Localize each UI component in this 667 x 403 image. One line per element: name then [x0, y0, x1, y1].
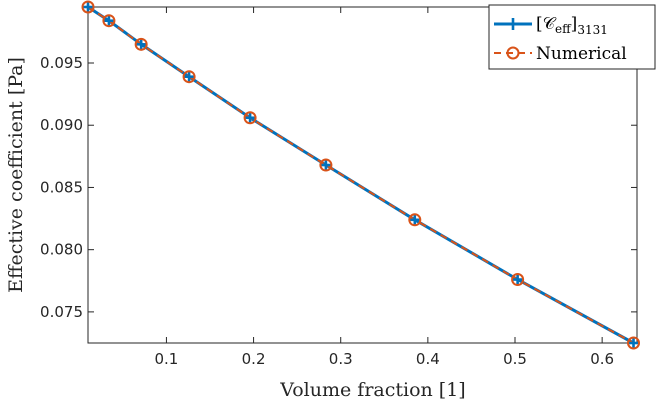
data-point-numerical — [408, 213, 422, 227]
legend-label-analytical-sub-index: 3131 — [577, 23, 608, 37]
legend-label-analytical: [𝒞eff]3131 — [536, 14, 608, 37]
legend-marker-numerical — [506, 46, 520, 60]
legend-label-analytical-main: [𝒞 — [536, 14, 557, 34]
y-tick-label: 0.080 — [40, 241, 83, 259]
legend-entry-numerical — [494, 46, 532, 60]
x-tick-label: 0.3 — [329, 350, 353, 368]
axes-box — [87, 6, 638, 344]
data-point-analytical — [627, 337, 640, 349]
x-axis-label: Volume fraction [1] — [279, 379, 465, 401]
data-point-numerical — [243, 111, 257, 125]
data-point-numerical — [182, 70, 196, 84]
legend-label-analytical-close: ] — [571, 14, 578, 34]
data-point-numerical — [102, 14, 116, 28]
data-point-analytical — [102, 14, 115, 27]
data-point-numerical — [511, 273, 525, 287]
x-tick-label: 0.2 — [242, 350, 266, 368]
y-axis-ticks: 0.075 0.080 0.085 0.090 0.095 — [40, 54, 637, 321]
y-tick-label: 0.075 — [40, 303, 83, 321]
legend: [𝒞eff]3131 Numerical — [488, 4, 656, 70]
legend-marker-analytical — [507, 18, 519, 30]
plot-area — [81, 0, 641, 350]
data-point-analytical — [244, 111, 257, 124]
data-point-numerical — [134, 37, 148, 51]
data-point-analytical — [135, 38, 148, 51]
y-tick-label: 0.095 — [40, 54, 83, 72]
x-axis-ticks: 0.1 0.2 0.3 0.4 0.5 0.6 — [154, 7, 614, 368]
y-axis-label: Effective coefficient [Pa] — [5, 57, 27, 293]
legend-label-numerical: Numerical — [536, 44, 627, 64]
data-point-numerical — [319, 158, 333, 172]
x-tick-label: 0.4 — [416, 350, 440, 368]
legend-label-analytical-sub-eff: eff — [555, 22, 572, 36]
y-tick-label: 0.085 — [40, 178, 83, 196]
data-point-analytical — [408, 213, 421, 226]
data-point-analytical — [82, 1, 94, 13]
x-tick-label: 0.1 — [154, 350, 178, 368]
legend-entry-analytical — [494, 18, 532, 30]
data-point-numerical — [81, 0, 95, 14]
data-point-analytical — [319, 159, 332, 172]
x-tick-label: 0.5 — [503, 350, 527, 368]
data-point-numerical — [627, 336, 641, 350]
data-point-analytical — [183, 70, 196, 83]
data-point-analytical — [511, 273, 524, 286]
x-tick-label: 0.6 — [590, 350, 614, 368]
y-tick-label: 0.090 — [40, 116, 83, 134]
